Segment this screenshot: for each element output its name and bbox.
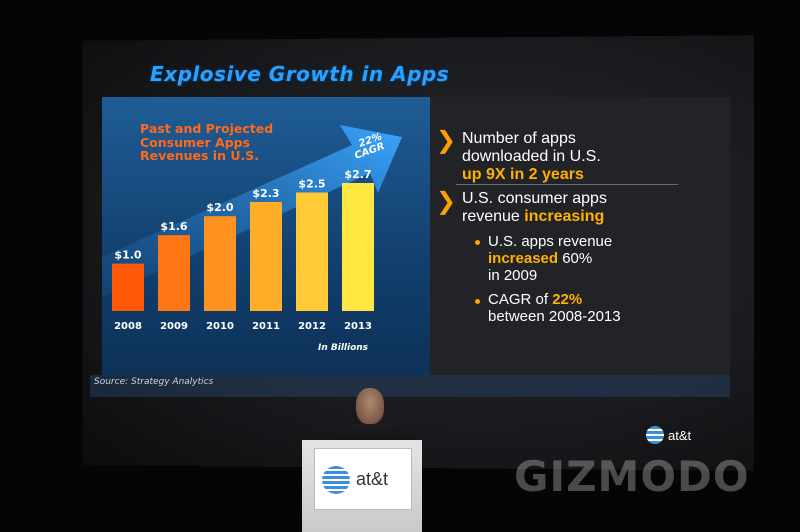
bullet1-line3: up 9X in 2 years [462, 166, 601, 184]
sub1-line3: in 2009 [488, 267, 612, 284]
category-label-2009: 2009 [160, 321, 188, 332]
sub-bullet-cagr: CAGR of 22% between 2008-2013 [488, 291, 621, 325]
presenter-head [356, 388, 384, 424]
sub2-line1-plain: CAGR of [488, 291, 552, 308]
bar-2012 [296, 192, 328, 311]
value-label-2008: $1.0 [114, 249, 141, 262]
sub-bullet-revenue-60: U.S. apps revenue increased 60% in 2009 [488, 233, 612, 284]
value-label-2011: $2.3 [252, 187, 279, 200]
chart-title-line3: Revenues in U.S. [140, 149, 300, 163]
chart-title: Past and Projected Consumer Apps Revenue… [140, 122, 300, 163]
watermark: GIZMODO [514, 452, 750, 501]
slide-title: Explosive Growth in Apps [150, 62, 449, 86]
bullet2-line1: U.S. consumer apps [462, 190, 607, 208]
source-note: Source: Strategy Analytics [94, 377, 213, 387]
category-label-2008: 2008 [114, 321, 142, 332]
bullet-revenue-increasing: U.S. consumer apps revenue increasing [462, 190, 607, 226]
att-globe-icon [322, 466, 350, 494]
category-label-2012: 2012 [298, 321, 326, 332]
chevron-right-icon: ❯ [436, 189, 456, 213]
bar-2008 [112, 264, 144, 311]
bullet-divider [456, 184, 678, 185]
sub1-line1: U.S. apps revenue [488, 233, 612, 250]
bar-2010 [204, 216, 236, 311]
bullet1-line1: Number of apps [462, 130, 601, 148]
chart-title-line2: Consumer Apps [140, 136, 300, 150]
bar-2009 [158, 235, 190, 311]
chevron-right-icon: ❯ [436, 128, 456, 152]
sub2-line1: CAGR of 22% [488, 291, 621, 308]
bullet2-line2: revenue increasing [462, 208, 607, 226]
category-label-2011: 2011 [252, 321, 280, 332]
value-label-2013: $2.7 [344, 168, 371, 181]
sub2-line1-highlight: 22% [552, 291, 582, 308]
sub1-line2-highlight: increased [488, 250, 558, 267]
att-globe-icon [646, 426, 664, 444]
bar-2011 [250, 202, 282, 311]
podium-brand: at&t [356, 469, 388, 490]
value-label-2012: $2.5 [298, 177, 325, 190]
category-label-2013: 2013 [344, 321, 372, 332]
slide-brand-logo: at&t [668, 428, 691, 443]
bullet2-line2-plain: revenue [462, 208, 524, 225]
bullet-apps-downloaded: Number of apps downloaded in U.S. up 9X … [462, 130, 601, 184]
sub-bullet-dot-icon [475, 240, 480, 245]
category-label-2010: 2010 [206, 321, 234, 332]
value-label-2010: $2.0 [206, 201, 233, 214]
bullet2-line2-highlight: increasing [524, 208, 604, 225]
sub2-line2: between 2008-2013 [488, 308, 621, 325]
value-label-2009: $1.6 [160, 220, 187, 233]
bullet1-line2: downloaded in U.S. [462, 148, 601, 166]
sub-bullet-dot-icon [475, 299, 480, 304]
chart-title-line1: Past and Projected [140, 122, 300, 136]
sub1-line2-plain: 60% [558, 250, 592, 267]
sub1-line2: increased 60% [488, 250, 612, 267]
units-label: In Billions [318, 343, 368, 353]
bar-2013 [342, 183, 374, 311]
